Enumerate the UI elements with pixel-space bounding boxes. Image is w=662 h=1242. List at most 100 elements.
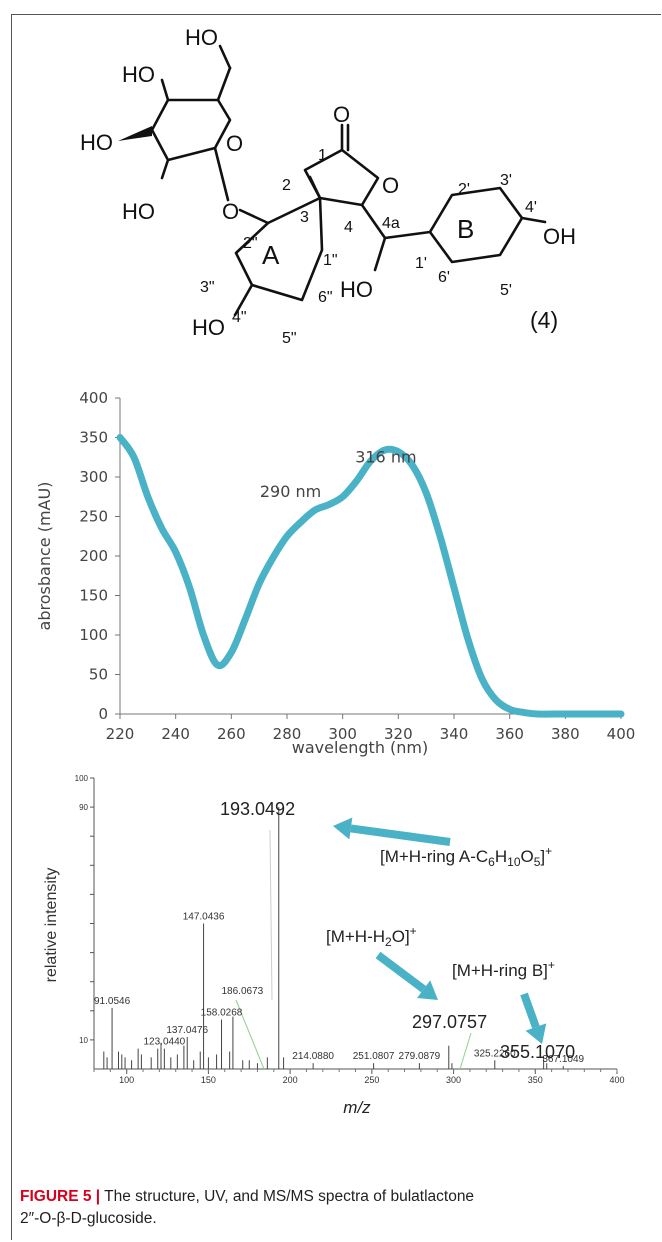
label-ho-top: HO (185, 25, 218, 50)
label-ring-a: A (262, 240, 280, 270)
ms-x-tick-label: 200 (283, 1075, 298, 1085)
ms-peak-label: 214.0880 (292, 1051, 334, 1062)
caption-label: FIGURE 5 | (20, 1188, 101, 1205)
uv-x-tick-label: 300 (328, 725, 357, 743)
uv-y-tick-label: 200 (79, 547, 108, 565)
bond-a-o (238, 208, 270, 225)
label-lactone-o: O (382, 173, 399, 198)
atom-4a: 4a (382, 215, 400, 232)
ms-y-ticks: 10 90 100 (75, 774, 94, 1045)
bond-c4-oh (160, 78, 170, 102)
uv-y-tick-label: 350 (79, 429, 108, 447)
wedge-c3-oh (118, 126, 152, 141)
uv-spectrum-chart: 0 50 100 150 200 250 300 350 400 220 240 260 280 300… (35, 389, 635, 757)
ms-peak-label: 123.0440 (143, 1037, 185, 1048)
uv-y-axis-label: abrosbance (mAU) (35, 482, 54, 631)
highlight-label-193: 193.0492 (220, 799, 295, 819)
uv-x-tick-label: 400 (607, 725, 636, 743)
uv-annotation-290nm: 290 nm (260, 482, 321, 501)
atom-2p: 2' (458, 181, 470, 198)
ms-peak-label: 137.0476 (166, 1025, 208, 1036)
ms-x-tick-label: 300 (446, 1075, 461, 1085)
atom-1: 1 (318, 147, 327, 164)
ms-x-axis-label: m/z (343, 1098, 371, 1117)
fragment-label-ring-a: [M+H-ring A-C6H10O5]+ (380, 844, 552, 869)
bond-4-4a (360, 203, 387, 240)
uv-x-tick-label: 320 (384, 725, 413, 743)
arrow-ring-a (333, 817, 451, 846)
uv-x-tick-label: 340 (440, 725, 469, 743)
ms-x-tick-label: 100 (119, 1075, 134, 1085)
fragment-label-ring-b: [M+H-ring B]+ (452, 958, 555, 980)
arrow-water-shaft (375, 951, 427, 993)
atom-3: 3 (300, 209, 309, 226)
ms-side-label: 186.0673 (221, 986, 263, 997)
uv-y-ticks: 0 50 100 150 200 250 300 350 400 (79, 389, 120, 723)
label-ho-c3: HO (80, 130, 113, 155)
atom-2pp: 2" (243, 235, 258, 252)
atom-5p: 5' (500, 282, 512, 299)
atom-3p: 3' (500, 172, 512, 189)
fragment-arrows (333, 817, 547, 1044)
label-ring-o: O (226, 131, 243, 156)
ms-y-tick-label: 10 (79, 1036, 88, 1045)
uv-x-tick-label: 240 (161, 725, 190, 743)
ms-peak-label: 158.0268 (201, 1008, 243, 1019)
ms-x-tick-label: 150 (201, 1075, 216, 1085)
label-ho-a: HO (192, 315, 225, 340)
bond-a-oh (233, 283, 254, 317)
leader-line-193 (269, 829, 273, 1001)
ms-peak-label: 325.2260 (474, 1048, 516, 1059)
atom-3pp: 3" (200, 279, 215, 296)
ms-peak-label: 251.0807 (353, 1051, 395, 1062)
ms-peak-label: 279.0879 (399, 1051, 441, 1062)
ms-peak-label: 147.0436 (183, 912, 225, 923)
uv-absorbance-line (116, 434, 625, 718)
arrow-ring-b (520, 992, 547, 1044)
atom-6p: 6' (438, 269, 450, 286)
bond-4a-oh (373, 236, 387, 272)
arrow-water-head (417, 980, 438, 1000)
ms-peaks (103, 807, 564, 1069)
uv-x-tick-label: 360 (495, 725, 524, 743)
bond-glycoside (213, 146, 230, 202)
structure-labels: HO HO HO HO O O O O OH HO HO A B (4) (80, 25, 576, 340)
uv-y-tick-label: 250 (79, 508, 108, 526)
atom-4p: 4' (525, 199, 537, 216)
atom-1p: 1' (415, 255, 427, 272)
arrow-ring-b-head (525, 1023, 547, 1044)
figure-frame (11, 14, 661, 1240)
label-carbonyl-o: O (333, 102, 350, 127)
uv-y-tick-label: 100 (79, 626, 108, 644)
uv-x-tick-label: 380 (551, 725, 580, 743)
fragment-label-water: [M+H-H2O]+ (326, 924, 417, 949)
uv-x-ticks: 220 240 260 280 300 320 340 360 380 400 (106, 714, 636, 743)
uv-x-tick-label: 280 (273, 725, 302, 743)
uv-x-tick-label: 260 (217, 725, 246, 743)
msms-spectrum-chart: 10 90 100 100 150 200 250 300 350 400 91.0546 123… (43, 774, 625, 1117)
ms-y-axis-label: relative intensity (43, 868, 60, 983)
lactone-ring (303, 148, 380, 207)
caption-text-line1: The structure, UV, and MS/MS spectra of … (100, 1188, 475, 1205)
ms-peak-label: 367.1049 (542, 1054, 584, 1065)
uv-y-tick-label: 150 (79, 587, 108, 605)
bond-4a-1p (383, 230, 432, 240)
bond-c2-oh (160, 158, 170, 180)
uv-y-tick-label: 50 (89, 666, 108, 684)
uv-y-tick-label: 0 (98, 705, 108, 723)
bond-ch2 (216, 66, 232, 102)
arrow-water (375, 951, 438, 1000)
label-ho-c4: HO (122, 62, 155, 87)
label-oh-b: OH (543, 224, 576, 249)
uv-annotation-316nm: 316 nm (355, 448, 416, 467)
highlight-label-297: 297.0757 (412, 1012, 487, 1032)
chemical-structure (118, 44, 547, 317)
atom-1pp: 1" (323, 252, 338, 269)
figure-caption: FIGURE 5 | The structure, UV, and MS/MS … (20, 1186, 640, 1230)
label-glycoside-o: O (222, 199, 239, 224)
ms-minor-ticks (93, 1069, 618, 1072)
uv-x-axis-label: wavelength (nm) (292, 738, 429, 757)
ms-x-tick-label: 400 (609, 1075, 624, 1085)
bond-b-oh (520, 216, 547, 224)
caption-text-line2: 2″-O-β-D-glucoside. (20, 1210, 157, 1227)
